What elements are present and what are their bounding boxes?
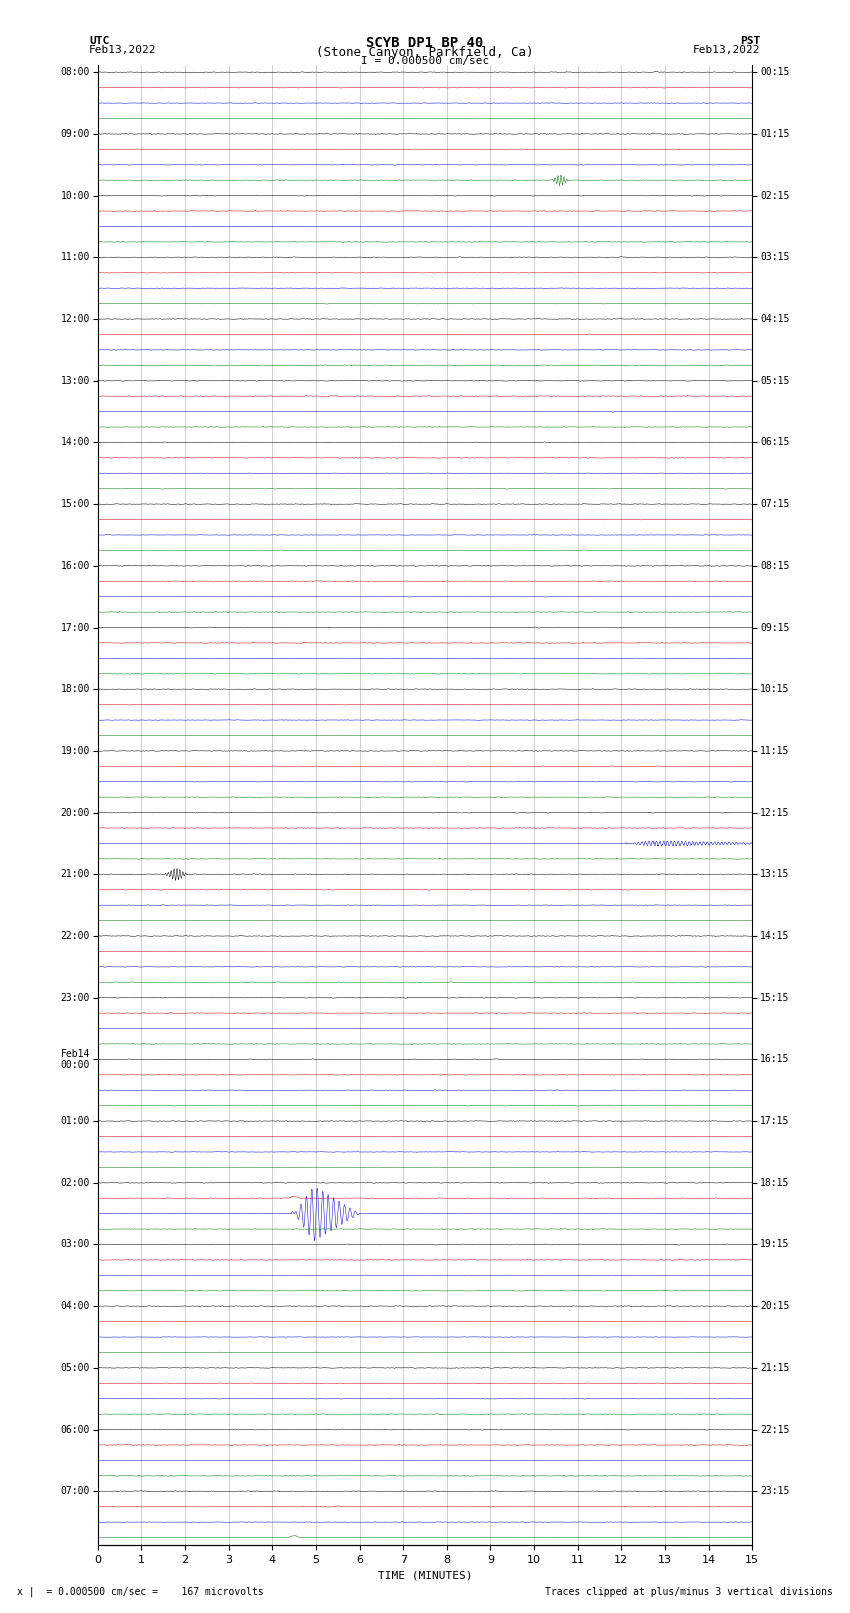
Text: I = 0.000500 cm/sec: I = 0.000500 cm/sec: [361, 56, 489, 66]
Text: Feb13,2022: Feb13,2022: [694, 45, 761, 55]
Text: (Stone Canyon, Parkfield, Ca): (Stone Canyon, Parkfield, Ca): [316, 45, 534, 60]
Text: x |  = 0.000500 cm/sec =    167 microvolts: x | = 0.000500 cm/sec = 167 microvolts: [17, 1586, 264, 1597]
Text: PST: PST: [740, 37, 761, 47]
Text: Feb13,2022: Feb13,2022: [89, 45, 156, 55]
Text: UTC: UTC: [89, 37, 110, 47]
Text: SCYB DP1 BP 40: SCYB DP1 BP 40: [366, 37, 484, 50]
Text: Traces clipped at plus/minus 3 vertical divisions: Traces clipped at plus/minus 3 vertical …: [545, 1587, 833, 1597]
X-axis label: TIME (MINUTES): TIME (MINUTES): [377, 1571, 473, 1581]
